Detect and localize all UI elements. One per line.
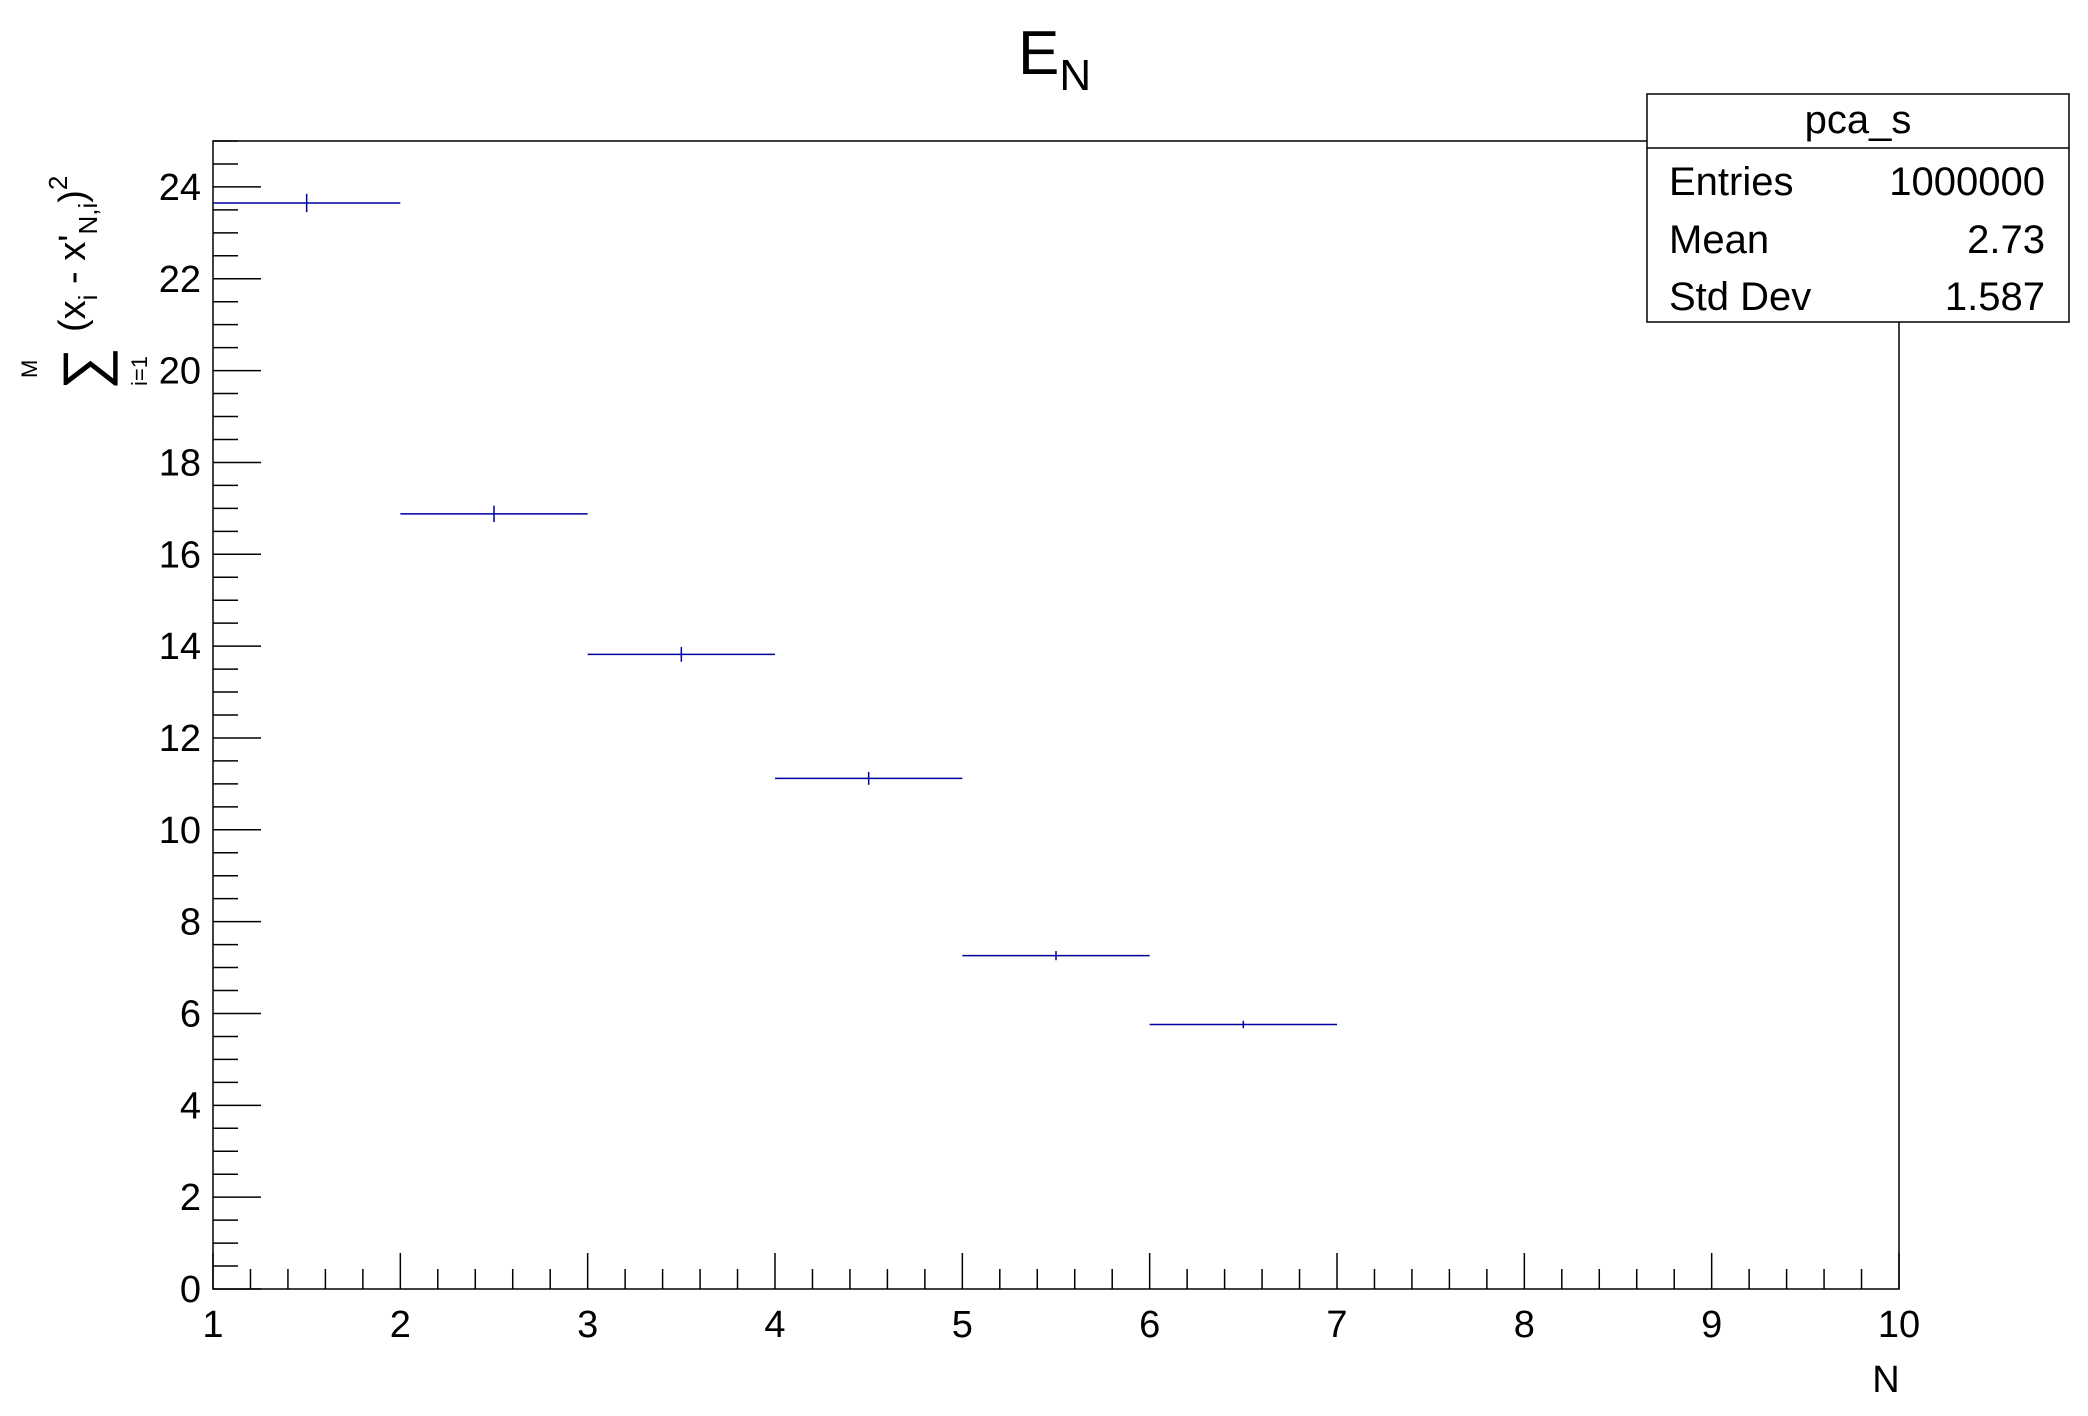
histogram-bin <box>400 505 588 523</box>
stats-name: pca_s <box>1805 98 1912 142</box>
y-tick-label: 24 <box>159 167 201 209</box>
histogram-bin <box>962 951 1150 961</box>
y-tick-label: 12 <box>159 718 201 760</box>
y-tick-label: 22 <box>159 259 201 301</box>
y-tick-label: 6 <box>180 993 201 1035</box>
histogram-bin <box>587 647 775 662</box>
data-series <box>213 193 1337 1029</box>
x-tick-label: 8 <box>1514 1304 1535 1346</box>
y-axis-label: ∑ M i=1 (xi - x'N,i)2 <box>17 176 152 390</box>
y-tick-label: 4 <box>180 1085 201 1127</box>
chart-title: EN <box>1018 19 1091 100</box>
y-tick-label: 0 <box>180 1269 201 1311</box>
stats-label-mean: Mean <box>1669 218 1769 262</box>
sum-upper: M <box>17 360 42 378</box>
x-tick-label: 3 <box>577 1304 598 1346</box>
x-tick-label: 5 <box>952 1304 973 1346</box>
x-tick-label: 1 <box>202 1304 223 1346</box>
x-tick-label: 10 <box>1878 1304 1920 1346</box>
y-axis-label-body: (xi - x'N,i)2 <box>43 176 103 332</box>
stats-label-entries: Entries <box>1669 160 1794 204</box>
y-tick-label: 14 <box>159 626 201 668</box>
stats-label-stddev: Std Dev <box>1669 275 1811 319</box>
y-tick-label: 16 <box>159 534 201 576</box>
stats-value-entries: 1000000 <box>1889 160 2045 204</box>
x-tick-label: 9 <box>1701 1304 1722 1346</box>
stats-box: pca_s Entries 1000000 Mean 2.73 Std Dev … <box>1646 93 2070 323</box>
plot-frame <box>212 140 1900 1290</box>
x-tick-label: 6 <box>1139 1304 1160 1346</box>
x-axis: 1 2 3 4 5 6 7 8 9 10 <box>202 1253 1920 1346</box>
x-tick-label: 2 <box>390 1304 411 1346</box>
x-tick-label: 7 <box>1326 1304 1347 1346</box>
histogram-bin <box>213 193 401 213</box>
sum-symbol: ∑ <box>51 347 118 390</box>
y-tick-label: 20 <box>159 351 201 393</box>
y-tick-label: 2 <box>180 1177 201 1219</box>
stats-value-stddev: 1.587 <box>1945 275 2045 319</box>
sum-lower: i=1 <box>127 356 152 386</box>
x-tick-label: 4 <box>764 1304 785 1346</box>
histogram-bin <box>1149 1020 1337 1029</box>
y-tick-label: 8 <box>180 902 201 944</box>
stats-value-mean: 2.73 <box>1967 218 2045 262</box>
y-tick-label: 10 <box>159 810 201 852</box>
x-axis-label: N <box>1872 1359 1899 1401</box>
histogram-bin <box>775 771 963 785</box>
y-tick-label: 18 <box>159 442 201 484</box>
